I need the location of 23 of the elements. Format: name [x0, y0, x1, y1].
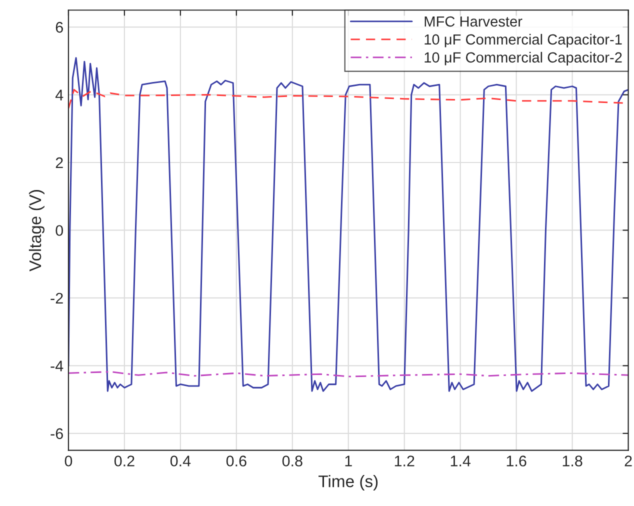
x-tick-label: 0.6: [226, 456, 246, 466]
x-tick-label: 0.2: [114, 456, 134, 466]
y-tick-label: 2: [56, 157, 63, 168]
x-tick-label: 1.6: [506, 456, 526, 466]
x-tick-label: 1.2: [394, 456, 414, 466]
y-tick-label: -2: [50, 292, 63, 304]
x-tick-label: 1.4: [450, 456, 471, 466]
y-tick-label: -4: [50, 360, 64, 372]
x-tick-label: 0.8: [282, 456, 302, 466]
legend-label: 10 μF Commercial Capacitor-2: [424, 52, 622, 66]
x-tick-label: 1: [345, 456, 352, 466]
legend-label: MFC Harvester: [424, 16, 522, 27]
y-tick-label: -6: [50, 428, 63, 440]
x-tick-label: 0.4: [170, 456, 191, 466]
legend-label: 10 μF Commercial Capacitor-1: [424, 34, 622, 48]
y-tick-label: 6: [56, 22, 63, 33]
x-axis-title: Time (s): [318, 475, 378, 491]
x-tick-label: 2: [624, 456, 632, 466]
x-tick-label: 0: [64, 456, 72, 466]
y-tick-label: 0: [56, 225, 64, 236]
y-tick-label: 4: [55, 90, 64, 100]
x-tick-label: 1.8: [562, 456, 582, 466]
y-axis-title: Voltage (V): [28, 190, 44, 272]
